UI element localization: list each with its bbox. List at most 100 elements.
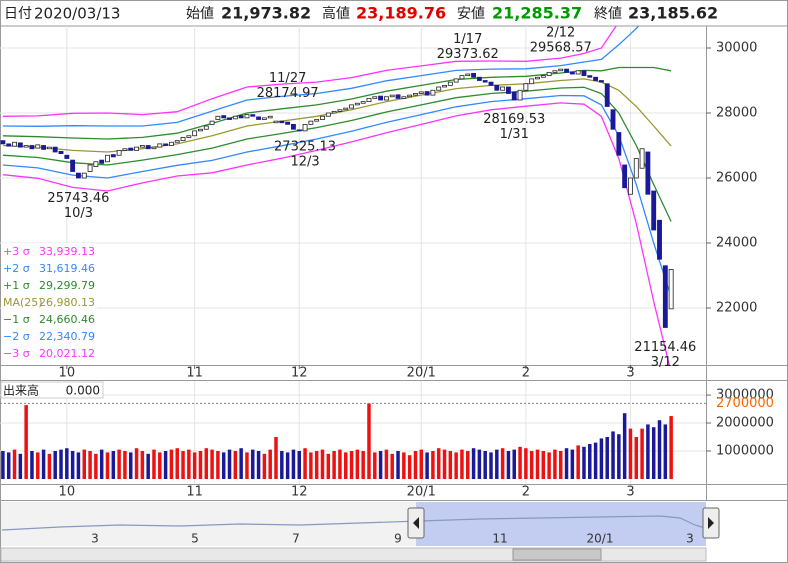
candle	[244, 114, 250, 119]
candle	[639, 148, 645, 169]
candle	[227, 117, 232, 120]
date: 2020/03/13	[34, 5, 120, 23]
candle	[453, 78, 459, 83]
volume-bar	[651, 427, 656, 479]
legend-name: +3 σ	[3, 245, 30, 258]
low-value: 21,285.37	[492, 4, 582, 23]
candle	[232, 115, 238, 120]
volume-bar	[216, 451, 220, 479]
annotation-date: 11/27	[269, 71, 306, 86]
candle	[128, 147, 134, 151]
candle	[389, 94, 395, 98]
volume-bar	[204, 448, 209, 479]
volume-bar	[471, 448, 476, 479]
annotation-date: 1/17	[453, 32, 482, 47]
legend-value: 20,021.12	[39, 347, 95, 360]
candle	[41, 145, 47, 150]
volume-bar	[169, 449, 174, 479]
volume-bar	[6, 452, 11, 479]
x-tick-label: 20/1	[407, 485, 436, 500]
candle	[651, 190, 657, 231]
handle-arrow	[413, 517, 419, 529]
volume-bar	[378, 451, 383, 479]
candle	[459, 75, 465, 80]
candle	[23, 145, 29, 148]
x-tick-label: 12	[291, 485, 308, 500]
legend-name: MA(25)	[3, 296, 43, 309]
volume-bar	[419, 449, 424, 479]
volume-bar	[285, 452, 290, 479]
volume-bar	[18, 453, 23, 479]
navigator-label: 11	[492, 532, 507, 546]
candle	[430, 89, 436, 96]
x-tick-label: 2	[522, 485, 530, 500]
date-label: 日付	[4, 6, 32, 22]
candle	[657, 219, 662, 260]
candle	[668, 269, 674, 310]
candle	[168, 141, 174, 146]
volume-bar	[320, 449, 325, 479]
candle	[76, 172, 81, 179]
x-tick-label: 3	[626, 366, 634, 381]
volume-bar	[274, 437, 278, 479]
candle	[546, 71, 552, 77]
candle	[52, 146, 58, 153]
volume-bar	[599, 438, 604, 479]
candle	[564, 68, 569, 73]
header-bg	[1, 1, 787, 26]
band-line	[2, 102, 670, 365]
volume-bar	[47, 453, 52, 479]
x-tick-label: 10	[59, 485, 76, 500]
candle	[476, 76, 482, 81]
scrollbar-thumb[interactable]	[512, 548, 602, 561]
candle	[378, 95, 384, 101]
candle	[46, 146, 52, 150]
volume-bar	[239, 448, 243, 479]
volume-bar	[251, 449, 255, 479]
x-tick-label: 10	[59, 366, 76, 381]
volume-bar	[349, 451, 354, 479]
candle	[401, 96, 407, 99]
volume-bar	[454, 452, 458, 479]
candle	[442, 84, 447, 88]
volume-bar	[65, 448, 69, 479]
volume-bar	[483, 451, 487, 479]
volume-bar	[529, 451, 534, 479]
x-tick-label: 3	[626, 485, 634, 500]
candle	[110, 154, 116, 158]
navigator	[0, 502, 720, 562]
low-label: 安値	[457, 6, 485, 22]
annotation-value: 29568.57	[530, 41, 592, 56]
volume-bar	[663, 424, 668, 479]
candle	[0, 140, 6, 145]
candle	[500, 86, 506, 91]
candle	[436, 86, 442, 91]
navigator-label: 7	[292, 532, 300, 546]
candle	[261, 117, 267, 120]
candle	[633, 158, 639, 179]
candle	[587, 75, 593, 78]
candle	[622, 164, 628, 189]
candle	[273, 120, 279, 124]
candle	[418, 91, 424, 94]
volume-bar	[605, 437, 609, 479]
candle	[569, 71, 575, 75]
candle	[465, 73, 471, 77]
candle	[383, 96, 389, 101]
legend-name: +1 σ	[3, 279, 30, 292]
legend-name: −1 σ	[3, 313, 30, 326]
volume-bar	[76, 452, 81, 479]
volume-bar	[1, 451, 5, 479]
close-label: 終値	[594, 6, 622, 22]
candle	[93, 161, 99, 168]
candle	[17, 142, 23, 148]
volume-bar	[30, 451, 34, 479]
candle	[604, 83, 610, 107]
candle	[447, 81, 453, 86]
volume-bar	[175, 448, 179, 479]
candle	[535, 76, 540, 80]
volume-bar	[448, 451, 453, 479]
candle	[81, 172, 87, 179]
candle	[285, 121, 291, 125]
candle	[157, 143, 163, 148]
